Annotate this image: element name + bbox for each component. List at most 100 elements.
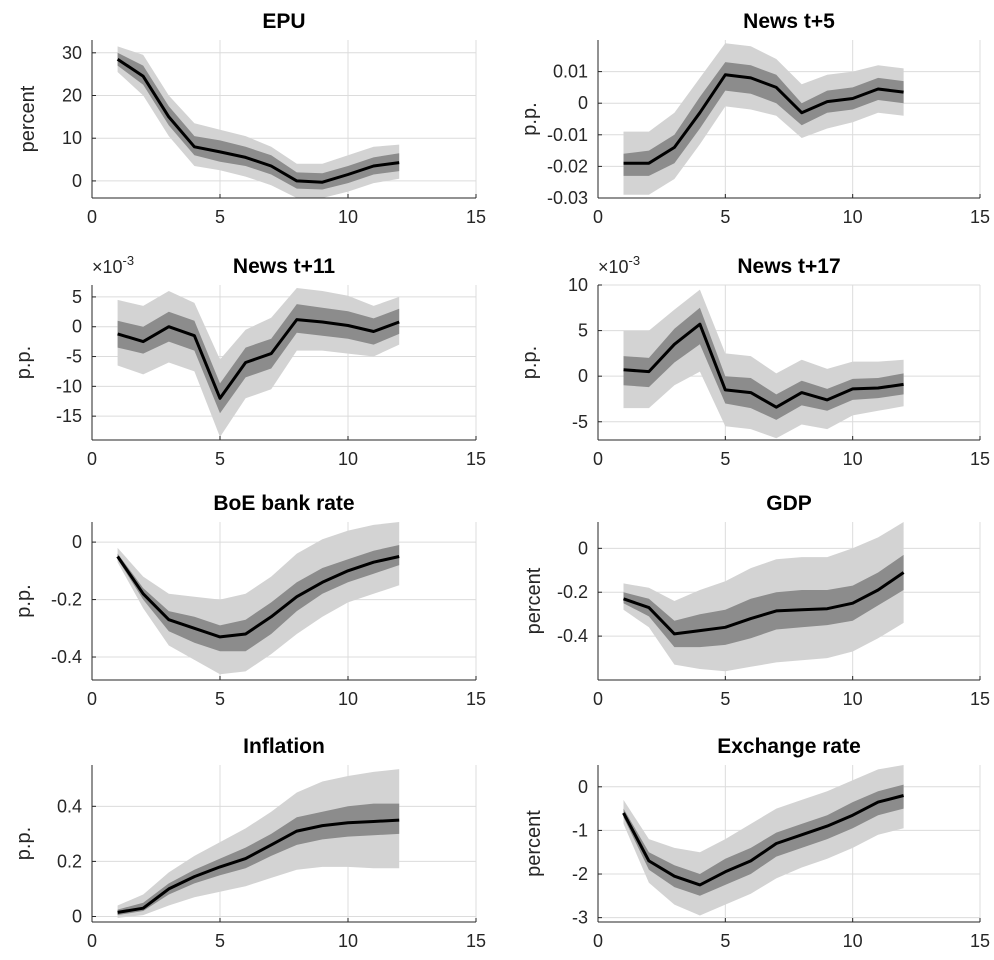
panel-title: News t+17 bbox=[737, 255, 840, 278]
x-tick-label: 15 bbox=[970, 931, 990, 951]
x-tick-label: 10 bbox=[338, 449, 358, 469]
y-tick-label: -3 bbox=[572, 908, 588, 928]
y-tick-label: 0.4 bbox=[57, 796, 82, 816]
band-68 bbox=[623, 784, 904, 896]
panel-5: 0 5 10 15 -0.4 -0.2 0 BoE bank rate p.p. bbox=[13, 492, 486, 709]
y-tick-label: 0 bbox=[72, 317, 82, 337]
x-tick-label: 15 bbox=[970, 207, 990, 227]
panel-title: GDP bbox=[766, 492, 812, 515]
x-tick-label: 15 bbox=[466, 207, 486, 227]
x-tick-label: 10 bbox=[843, 931, 863, 951]
panel-title: BoE bank rate bbox=[213, 492, 354, 515]
panel-6: 0 5 10 15 -0.4 -0.2 0 GDP percent bbox=[523, 492, 990, 709]
y-axis-exponent: -3 bbox=[629, 253, 641, 268]
y-tick-label: -0.4 bbox=[51, 647, 82, 667]
y-axis-label: percent bbox=[523, 810, 545, 877]
x-tick-label: 15 bbox=[970, 449, 990, 469]
band-90 bbox=[623, 43, 904, 195]
x-tick-label: 15 bbox=[970, 689, 990, 709]
x-tick-label: 5 bbox=[720, 931, 730, 951]
band-90 bbox=[117, 522, 400, 675]
y-axis-label: p.p. bbox=[13, 827, 35, 860]
x-tick-label: 5 bbox=[215, 931, 225, 951]
y-tick-label: -1 bbox=[572, 820, 588, 840]
panel-title: News t+5 bbox=[743, 10, 835, 33]
median-line bbox=[116, 555, 400, 639]
x-tick-label: 10 bbox=[338, 931, 358, 951]
y-tick-label: -10 bbox=[56, 376, 82, 396]
y-axis-multiplier: ×10-3 bbox=[92, 253, 134, 277]
y-axis-label: percent bbox=[17, 85, 39, 152]
x-tick-label: 0 bbox=[87, 207, 97, 227]
y-tick-label: 30 bbox=[62, 43, 82, 63]
x-tick-label: 0 bbox=[593, 207, 603, 227]
y-axis-label: percent bbox=[523, 567, 545, 634]
band-68 bbox=[117, 803, 400, 916]
y-tick-label: -0.02 bbox=[547, 156, 588, 176]
x-tick-label: 0 bbox=[87, 689, 97, 709]
x-tick-label: 5 bbox=[215, 449, 225, 469]
band-68 bbox=[623, 554, 904, 648]
x-tick-label: 10 bbox=[843, 207, 863, 227]
band-68 bbox=[623, 62, 904, 176]
y-axis-label: p.p. bbox=[519, 102, 541, 135]
y-tick-label: -5 bbox=[572, 412, 588, 432]
y-tick-label: 0 bbox=[578, 777, 588, 797]
panel-3: 0 5 10 15 -15 -10 -5 0 5 News t+11 p.p. ×10-3 bbox=[13, 253, 486, 469]
x-tick-label: 15 bbox=[466, 931, 486, 951]
panel-title: News t+11 bbox=[233, 255, 335, 278]
x-tick-label: 0 bbox=[593, 449, 603, 469]
median-line bbox=[116, 57, 400, 184]
x-tick-label: 0 bbox=[593, 689, 603, 709]
panel-title: Exchange rate bbox=[717, 735, 861, 758]
x-tick-label: 0 bbox=[87, 449, 97, 469]
y-tick-label: 0.01 bbox=[553, 62, 588, 82]
y-tick-label: 0 bbox=[578, 538, 588, 558]
x-tick-label: 5 bbox=[720, 449, 730, 469]
x-tick-label: 0 bbox=[593, 931, 603, 951]
y-tick-label: 5 bbox=[72, 287, 82, 307]
x-tick-label: 10 bbox=[843, 449, 863, 469]
y-tick-label: -0.2 bbox=[557, 582, 588, 602]
panel-2: 0 5 10 15 -0.03 -0.02 -0.01 0 0.01 News t+5 p.p. bbox=[519, 10, 990, 227]
median-line bbox=[623, 571, 905, 636]
y-tick-label: -2 bbox=[572, 864, 588, 884]
y-tick-label: 0 bbox=[72, 906, 82, 926]
band-68 bbox=[623, 307, 904, 420]
median-line bbox=[623, 73, 904, 165]
x-tick-label: 15 bbox=[466, 449, 486, 469]
y-tick-label: -5 bbox=[66, 347, 82, 367]
x-tick-label: 15 bbox=[466, 689, 486, 709]
y-tick-label: 10 bbox=[62, 128, 82, 148]
y-tick-label: 0 bbox=[72, 532, 82, 552]
x-tick-label: 10 bbox=[338, 207, 358, 227]
y-tick-label: 0 bbox=[578, 93, 588, 113]
panel-8: 0 5 10 15 -3 -2 -1 0 Exchange rate percent bbox=[523, 735, 990, 951]
x-tick-label: 10 bbox=[843, 689, 863, 709]
y-tick-label: 20 bbox=[62, 86, 82, 106]
median-line bbox=[622, 794, 904, 887]
y-tick-label: -0.01 bbox=[547, 125, 588, 145]
y-tick-label: 10 bbox=[568, 275, 588, 295]
x-tick-label: 5 bbox=[215, 689, 225, 709]
y-axis-label: p.p. bbox=[13, 584, 35, 617]
x-tick-label: 5 bbox=[720, 207, 730, 227]
y-tick-label: 0 bbox=[578, 366, 588, 386]
panel-title: EPU bbox=[262, 10, 305, 33]
y-tick-label: 5 bbox=[578, 321, 588, 341]
y-axis-multiplier: ×10-3 bbox=[598, 253, 640, 277]
median-line bbox=[117, 818, 400, 914]
median-line bbox=[117, 318, 400, 400]
x-tick-label: 5 bbox=[215, 207, 225, 227]
y-tick-label: -15 bbox=[56, 406, 82, 426]
x-tick-label: 10 bbox=[338, 689, 358, 709]
y-tick-label: -0.03 bbox=[547, 188, 588, 208]
x-tick-label: 5 bbox=[720, 689, 730, 709]
panel-7: 0 5 10 15 0 0.2 0.4 Inflation p.p. bbox=[13, 735, 486, 951]
y-axis-exponent: -3 bbox=[123, 253, 135, 268]
panel-1: 0 5 10 15 0 10 20 30 EPU percent bbox=[17, 10, 486, 227]
y-tick-label: -0.2 bbox=[51, 590, 82, 610]
x-tick-label: 0 bbox=[87, 931, 97, 951]
